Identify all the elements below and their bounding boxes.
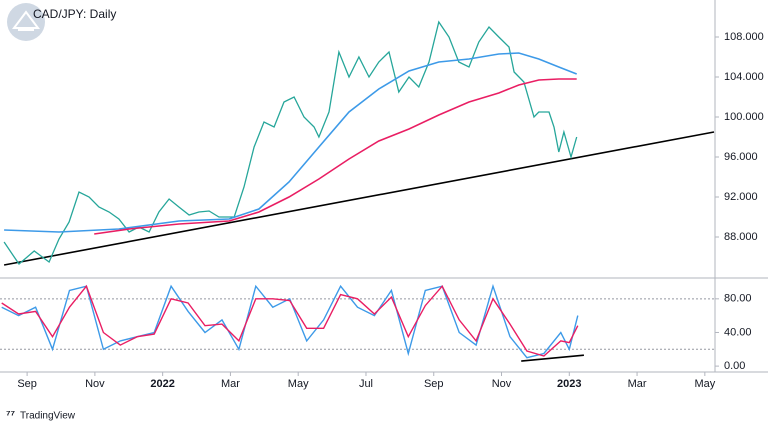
x-tick-label: 2022 [150,378,174,390]
series-line [3,20,578,265]
y-tick-label: 0.00 [724,360,745,372]
y-tick-label: 92.000 [724,191,758,203]
y-tick-label: 104.000 [724,71,764,83]
series-line [4,52,577,233]
x-tick-label: Jul [359,378,373,390]
series-line [1,284,579,357]
x-tick-label: Nov [492,378,512,390]
series-line [94,78,577,235]
y-tick-label: 88.000 [724,231,758,243]
x-tick-label: May [694,378,715,390]
trendline [521,354,584,362]
chart-title: CAD/JPY: Daily [33,7,116,21]
footer-logo: ⁷⁷ [6,409,16,421]
x-tick-label: 2023 [557,378,581,390]
x-tick-label: Mar [221,378,240,390]
x-tick-label: Mar [628,378,647,390]
logo-mark [12,10,40,31]
x-tick-label: Nov [85,378,105,390]
footer: TradingView [20,411,76,422]
series-line [1,283,579,359]
y-tick-label: 108.000 [724,31,764,43]
x-tick-label: Sep [17,378,37,390]
x-tick-label: May [288,378,309,390]
y-tick-label: 40.00 [724,326,752,338]
logo [7,3,45,41]
trendline [3,131,715,266]
y-tick-label: 80.00 [724,293,752,305]
x-tick-label: Sep [424,378,444,390]
y-tick-label: 100.000 [724,111,764,123]
y-tick-label: 96.000 [724,151,758,163]
